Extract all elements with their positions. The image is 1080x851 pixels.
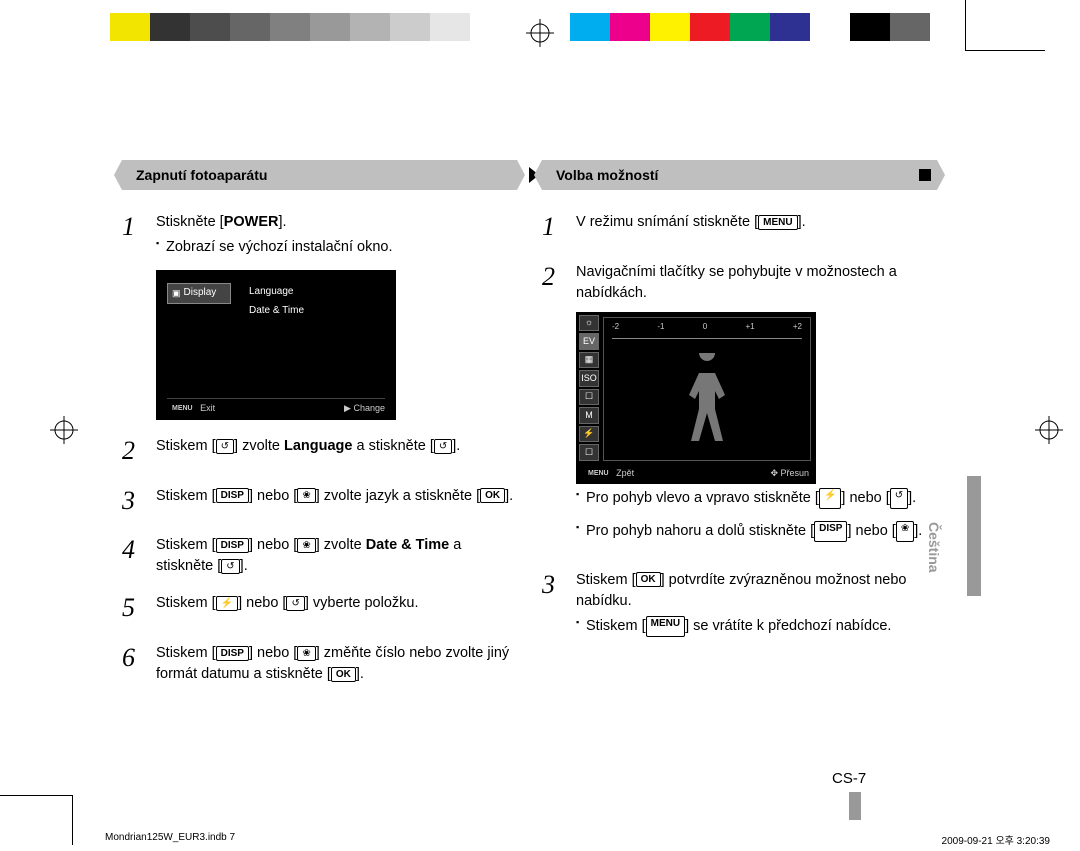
key-icon: ↺ xyxy=(286,596,304,611)
step-number: 2 xyxy=(542,258,576,554)
key-label: OK xyxy=(636,572,661,587)
step-notes: Stiskem [MENU] se vrátíte k předchozí na… xyxy=(576,616,937,637)
language-thumb-tab: Čeština xyxy=(926,522,942,573)
step: 6Stiskem [DISP] nebo [❀] změňte číslo ne… xyxy=(122,639,517,685)
thumb-tab-bg xyxy=(967,476,981,596)
step-number: 1 xyxy=(122,208,156,420)
steps-list-left: 1Stiskněte [POWER].Zobrazí se výchozí in… xyxy=(122,208,517,685)
key-label: DISP xyxy=(216,646,249,661)
key-label: DISP xyxy=(216,488,249,503)
step-body: Stiskem [OK] potvrdíte zvýrazněnou možno… xyxy=(576,566,937,649)
crop-mark xyxy=(965,0,966,50)
crop-mark xyxy=(0,795,72,796)
step-body: V režimu snímání stiskněte [MENU]. xyxy=(576,208,937,246)
page-content: Zapnutí fotoaparátu 1Stiskněte [POWER].Z… xyxy=(122,160,942,800)
step-number: 3 xyxy=(542,566,576,649)
screen-footer: MENU Exit ▶ Change xyxy=(167,398,385,415)
key-icon: ❀ xyxy=(896,521,914,542)
step: 5Stiskem [⚡] nebo [↺] vyberte položku. xyxy=(122,589,517,627)
key-icon: ❀ xyxy=(297,538,315,553)
step-notes: Pro pohyb vlevo a vpravo stiskněte [⚡] n… xyxy=(576,488,937,542)
step-number: 5 xyxy=(122,589,156,627)
footer-timestamp: 2009-09-21 오후 3:20:39 xyxy=(942,832,1050,847)
registration-mark xyxy=(526,19,554,47)
step-number: 6 xyxy=(122,639,156,685)
step: 3Stiskem [DISP] nebo [❀] zvolte jazyk a … xyxy=(122,482,517,520)
step-number: 2 xyxy=(122,432,156,470)
key-label: MENU xyxy=(646,616,685,637)
step-body: Stiskem [DISP] nebo [❀] zvolte Date & Ti… xyxy=(156,531,517,577)
footer-filename: Mondrian125W_EUR3.indb 7 xyxy=(105,832,235,843)
screen-options: LanguageDate & Time xyxy=(249,285,304,318)
registration-mark xyxy=(50,416,78,444)
step: 4Stiskem [DISP] nebo [❀] zvolte Date & T… xyxy=(122,531,517,577)
step: 2Navigačními tlačítky se pohybujte v mož… xyxy=(542,258,937,554)
step: 2Stiskem [↺] zvolte Language a stiskněte… xyxy=(122,432,517,470)
key-label: DISP xyxy=(814,521,847,542)
key-icon: ❀ xyxy=(297,646,315,661)
end-marker-icon xyxy=(919,169,931,181)
key-icon: ↺ xyxy=(221,559,239,574)
crop-mark xyxy=(72,795,73,845)
key-icon: ⚡ xyxy=(819,488,841,509)
step-number: 3 xyxy=(122,482,156,520)
section-header-right: Volba možností xyxy=(542,160,937,190)
key-icon: ❀ xyxy=(297,488,315,503)
step-notes: Zobrazí se výchozí instalační okno. xyxy=(156,237,517,258)
section-title: Zapnutí fotoaparátu xyxy=(136,167,267,183)
page-number: CS-7 xyxy=(832,770,866,787)
section-header-left: Zapnutí fotoaparátu xyxy=(122,160,517,190)
registration-mark xyxy=(1035,416,1063,444)
step-body: Stiskem [⚡] nebo [↺] vyberte položku. xyxy=(156,589,517,627)
step-body: Stiskem [DISP] nebo [❀] zvolte jazyk a s… xyxy=(156,482,517,520)
screen-tab-display: ▣Display xyxy=(167,283,231,304)
section-title: Volba možností xyxy=(556,167,658,183)
key-icon: ↺ xyxy=(216,439,234,454)
key-icon: ↺ xyxy=(434,439,452,454)
key-icon: ↺ xyxy=(890,488,908,509)
step: 1Stiskněte [POWER].Zobrazí se výchozí in… xyxy=(122,208,517,420)
column-left: Zapnutí fotoaparátu 1Stiskněte [POWER].Z… xyxy=(122,160,517,697)
step-body: Stiskem [DISP] nebo [❀] změňte číslo neb… xyxy=(156,639,517,685)
key-label: OK xyxy=(480,488,505,503)
key-icon: ⚡ xyxy=(216,596,238,611)
steps-list-right: 1V režimu snímání stiskněte [MENU].2Navi… xyxy=(542,208,937,649)
step-body: Stiskem [↺] zvolte Language a stiskněte … xyxy=(156,432,517,470)
step: 1V režimu snímání stiskněte [MENU]. xyxy=(542,208,937,246)
step-body: Stiskněte [POWER].Zobrazí se výchozí ins… xyxy=(156,208,517,420)
crop-mark xyxy=(965,50,1045,51)
step-number: 1 xyxy=(542,208,576,246)
step-body: Navigačními tlačítky se pohybujte v možn… xyxy=(576,258,937,554)
key-label: MENU xyxy=(758,215,797,230)
camera-screen-setup: ▣Display LanguageDate & Time MENU Exit ▶… xyxy=(156,270,396,420)
page-number-accent xyxy=(849,792,861,820)
step: 3Stiskem [OK] potvrdíte zvýrazněnou možn… xyxy=(542,566,937,649)
key-label: OK xyxy=(331,667,356,682)
camera-screen-ev: ☼EV▦ISO☐M⚡☐-2-10+1+2MENU Zpět✥ Přesun xyxy=(576,312,816,484)
key-label: DISP xyxy=(216,538,249,553)
column-right: Volba možností 1V režimu snímání stiskně… xyxy=(542,160,937,661)
step-number: 4 xyxy=(122,531,156,577)
